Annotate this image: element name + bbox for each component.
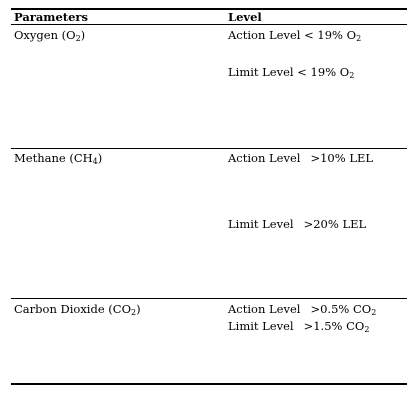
- carbon-dioxide-limit-level: Limit Level >1.5% CO2: [228, 319, 370, 334]
- row-divider-oxygen: [11, 148, 407, 149]
- parameter-subscript: 4: [92, 157, 98, 166]
- methane-limit-level: Limit Level >20% LEL: [228, 217, 366, 231]
- parameter-name: Oxygen (O: [14, 28, 76, 42]
- gas-levels-table: Parameters Level Oxygen (O2) Action Leve…: [11, 8, 407, 386]
- parameter-subscript: 2: [75, 34, 81, 43]
- oxygen-limit-level: Limit Level < 19% O2: [228, 65, 355, 80]
- level-subscript: 2: [356, 34, 362, 43]
- header-parameters: Parameters: [14, 10, 88, 24]
- level-label: Limit Level: [228, 319, 294, 333]
- carbon-dioxide-action-level: Action Level >0.5% CO2: [228, 302, 377, 317]
- parameter-close: ): [80, 28, 86, 42]
- level-subscript: 2: [364, 325, 370, 334]
- parameter-close: ): [136, 302, 141, 316]
- level-value: >1.5% CO: [303, 319, 365, 333]
- row-divider-methane: [11, 298, 407, 299]
- parameter-oxygen: Oxygen (O2): [14, 28, 86, 43]
- level-value: >0.5% CO: [310, 302, 372, 316]
- parameter-name: Carbon Dioxide (CO: [14, 302, 132, 316]
- level-label: Action Level: [228, 151, 301, 165]
- header-level: Level: [228, 10, 262, 24]
- level-value: >20% LEL: [303, 217, 367, 231]
- header-rule: [11, 24, 407, 25]
- level-subscript: 2: [371, 308, 377, 317]
- table-top-rule: [11, 8, 407, 10]
- parameter-subscript: 2: [131, 308, 137, 317]
- level-value: < 19% O: [304, 28, 357, 42]
- parameter-methane: Methane (CH4): [14, 151, 103, 166]
- table-bottom-rule: [11, 383, 407, 385]
- parameter-name: Methane (CH: [14, 151, 93, 165]
- parameter-close: ): [97, 151, 103, 165]
- level-value: < 19% O: [297, 65, 350, 79]
- level-label: Action Level: [228, 28, 301, 42]
- level-label: Limit Level: [228, 217, 294, 231]
- level-value: >10% LEL: [310, 151, 373, 165]
- oxygen-action-level: Action Level < 19% O2: [228, 28, 362, 43]
- level-subscript: 2: [349, 71, 355, 80]
- level-label: Limit Level: [228, 65, 294, 79]
- methane-action-level: Action Level >10% LEL: [228, 151, 373, 165]
- level-label: Action Level: [228, 302, 301, 316]
- parameter-carbon-dioxide: Carbon Dioxide (CO2): [14, 302, 141, 317]
